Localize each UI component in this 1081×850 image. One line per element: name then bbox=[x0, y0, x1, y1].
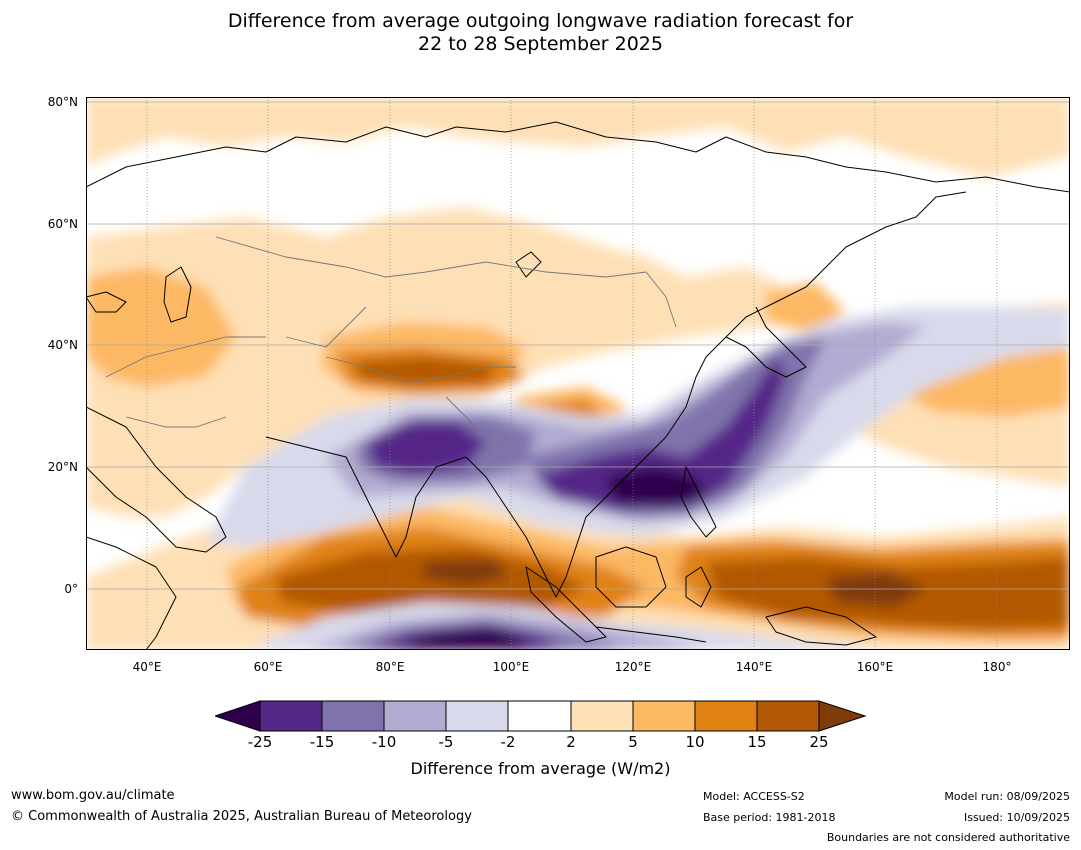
lon-label-180: 180° bbox=[982, 660, 1012, 674]
colorbar-tick: -25 bbox=[247, 733, 273, 751]
lat-label-20n: 20°N bbox=[47, 460, 78, 474]
boundary-disclaimer: Boundaries are not considered authoritat… bbox=[826, 831, 1070, 844]
colorbar-extend-low bbox=[215, 700, 261, 732]
anomaly-field bbox=[86, 97, 1070, 650]
lon-label-40e: 40°E bbox=[132, 660, 162, 674]
map-canvas bbox=[86, 97, 1070, 650]
website-link[interactable]: www.bom.gov.au/climate bbox=[11, 788, 175, 803]
title-line-1: Difference from average outgoing longwav… bbox=[227, 10, 854, 32]
lat-label-80n: 80°N bbox=[47, 95, 78, 109]
issued-date: Issued: 10/09/2025 bbox=[963, 811, 1070, 824]
ols-anomaly-map bbox=[86, 97, 1070, 650]
colorbar-extend-high bbox=[818, 700, 867, 732]
colorbar-swatch-2 bbox=[321, 700, 385, 732]
model-run-date: Model run: 08/09/2025 bbox=[944, 790, 1070, 803]
country-borders bbox=[105, 236, 677, 448]
colorbar-tick: -2 bbox=[500, 733, 516, 751]
extreme-negative-anomaly-south bbox=[386, 629, 526, 650]
positive-anomaly-region-north bbox=[86, 97, 1070, 177]
lon-label-60e: 60°E bbox=[253, 660, 283, 674]
colorbar-tick: 25 bbox=[809, 733, 829, 751]
title-line-2: 22 to 28 September 2025 bbox=[418, 33, 663, 55]
colorbar-swatch-3 bbox=[383, 700, 447, 732]
colorbar-tick: -15 bbox=[309, 733, 335, 751]
graticule-meridians bbox=[146, 97, 998, 650]
colorbar-tick: 10 bbox=[685, 733, 705, 751]
lon-label-120e: 120°E bbox=[614, 660, 652, 674]
lat-label-40n: 40°N bbox=[47, 338, 78, 352]
colorbar-swatch-6 bbox=[570, 700, 634, 732]
moderate-anomaly-nw-pacific bbox=[766, 282, 846, 332]
colorbar-tick: -5 bbox=[438, 733, 454, 751]
chart-title: Difference from average outgoing longwav… bbox=[0, 10, 1081, 56]
lon-label-140e: 140°E bbox=[735, 660, 773, 674]
very-strong-negative-anomaly-india bbox=[366, 422, 486, 475]
lon-label-100e: 100°E bbox=[492, 660, 530, 674]
extreme-anomaly-pacific bbox=[826, 572, 926, 607]
colorbar-tick: 5 bbox=[628, 733, 638, 751]
colorbar-swatch-8 bbox=[694, 700, 758, 732]
extreme-anomaly-indian-ocean bbox=[421, 559, 506, 585]
colorbar bbox=[215, 700, 867, 732]
base-period: Base period: 1981-2018 bbox=[703, 811, 836, 824]
graticule-parallels bbox=[86, 101, 1070, 590]
lat-label-60n: 60°N bbox=[47, 217, 78, 231]
coastlines bbox=[86, 121, 1070, 650]
lon-label-160e: 160°E bbox=[856, 660, 894, 674]
colorbar-tick: 15 bbox=[747, 733, 767, 751]
colorbar-label: Difference from average (W/m2) bbox=[410, 759, 671, 778]
very-strong-anomaly-indian-ocean bbox=[276, 547, 586, 612]
colorbar-swatch-1 bbox=[259, 700, 323, 732]
model-name: Model: ACCESS-S2 bbox=[703, 790, 805, 803]
colorbar-swatch-4 bbox=[445, 700, 509, 732]
very-strong-anomaly-tibet bbox=[356, 357, 496, 385]
colorbar-swatch-5 bbox=[507, 700, 572, 732]
colorbar-tick: 2 bbox=[566, 733, 576, 751]
lon-label-80e: 80°E bbox=[375, 660, 405, 674]
very-strong-negative-anomaly-philippines bbox=[536, 357, 786, 509]
copyright-text: © Commonwealth of Australia 2025, Austra… bbox=[11, 809, 472, 824]
moderate-anomaly-central-asia bbox=[86, 267, 236, 387]
colorbar-swatch-9 bbox=[756, 700, 820, 732]
colorbar-swatch-7 bbox=[632, 700, 696, 732]
map-frame bbox=[86, 97, 1070, 650]
lat-label-0: 0° bbox=[64, 582, 78, 596]
colorbar-tick: -10 bbox=[371, 733, 397, 751]
